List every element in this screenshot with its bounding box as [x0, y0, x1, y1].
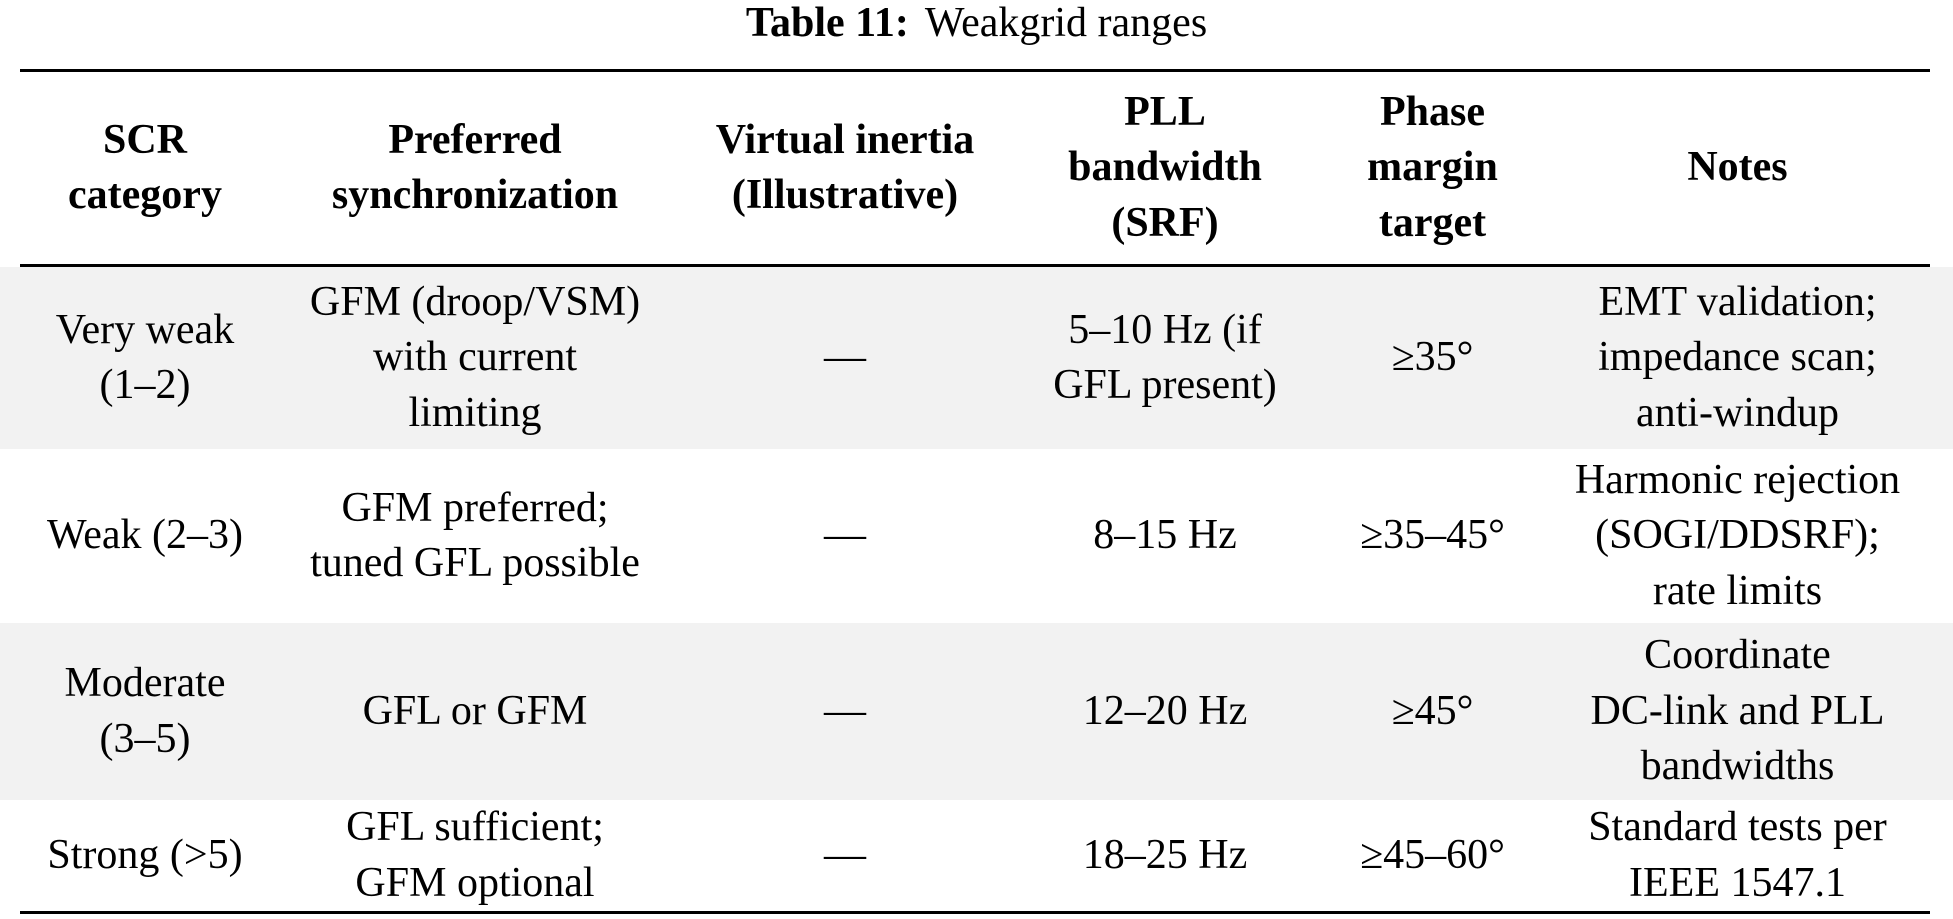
col-header-virtual-inertia: Virtual inertia (Illustrative)	[715, 116, 975, 218]
cell-virtual-inertia: —	[824, 831, 866, 878]
caption-label: Table 11:	[745, 0, 909, 46]
table-row-moderate: Moderate (3–5) GFL or GFM — 12–20 Hz ≥45…	[0, 623, 1953, 800]
cell-notes: Coordinate DC-link and PLL bandwidths	[1590, 632, 1885, 790]
weakgrid-table: SCR category Preferred synchronization V…	[0, 69, 1953, 914]
table-caption: Table 11: Weakgrid ranges	[0, 0, 1953, 69]
cell-phase-margin: ≥35°	[1391, 334, 1474, 381]
col-header-pll-bandwidth: PLL bandwidth (SRF)	[1068, 88, 1262, 246]
cell-notes: Standard tests per IEEE 1547.1	[1588, 804, 1887, 906]
cell-pll-bandwidth: 12–20 Hz	[1082, 687, 1248, 734]
col-header-notes: Notes	[1687, 144, 1788, 191]
cell-preferred-synchronization: GFL or GFM	[362, 687, 588, 734]
col-header-phase-margin-target: Phase margin target	[1367, 88, 1498, 246]
cell-phase-margin: ≥45°	[1391, 687, 1474, 734]
cell-preferred-synchronization: GFM preferred; tuned GFL possible	[310, 484, 640, 586]
col-header-preferred-synchronization: Preferred synchronization	[331, 116, 619, 218]
cell-virtual-inertia: —	[824, 512, 866, 559]
cell-pll-bandwidth: 8–15 Hz	[1093, 512, 1237, 559]
cell-pll-bandwidth: 5–10 Hz (if GFL present)	[1053, 306, 1277, 408]
cell-scr-category: Weak (2–3)	[46, 512, 244, 559]
cell-scr-category: Very weak (1–2)	[55, 306, 235, 408]
cell-notes: Harmonic rejection (SOGI/DDSRF); rate li…	[1574, 456, 1901, 614]
cell-scr-category: Strong (>5)	[47, 831, 243, 878]
cell-scr-category: Moderate (3–5)	[64, 660, 226, 762]
cell-phase-margin: ≥45–60°	[1360, 831, 1505, 878]
cell-pll-bandwidth: 18–25 Hz	[1082, 831, 1248, 878]
mid-rule	[20, 264, 1930, 267]
top-rule	[20, 69, 1930, 72]
cell-phase-margin: ≥35–45°	[1360, 512, 1505, 559]
table-row-strong: Strong (>5) GFL sufficient; GFM optional…	[0, 800, 1953, 911]
cell-preferred-synchronization: GFL sufficient; GFM optional	[346, 804, 604, 906]
table-header-row: SCR category Preferred synchronization V…	[0, 72, 1953, 264]
col-header-scr-category: SCR category	[68, 116, 222, 218]
cell-virtual-inertia: —	[824, 687, 866, 734]
bottom-rule	[20, 911, 1930, 914]
cell-preferred-synchronization: GFM (droop/VSM) with current limiting	[309, 278, 641, 436]
cell-notes: EMT validation; impedance scan; anti-win…	[1598, 278, 1877, 436]
cell-virtual-inertia: —	[824, 334, 866, 381]
caption-text: Weakgrid ranges	[924, 0, 1208, 46]
table-row-weak: Weak (2–3) GFM preferred; tuned GFL poss…	[0, 449, 1953, 623]
table-row-very-weak: Very weak (1–2) GFM (droop/VSM) with cur…	[0, 267, 1953, 449]
